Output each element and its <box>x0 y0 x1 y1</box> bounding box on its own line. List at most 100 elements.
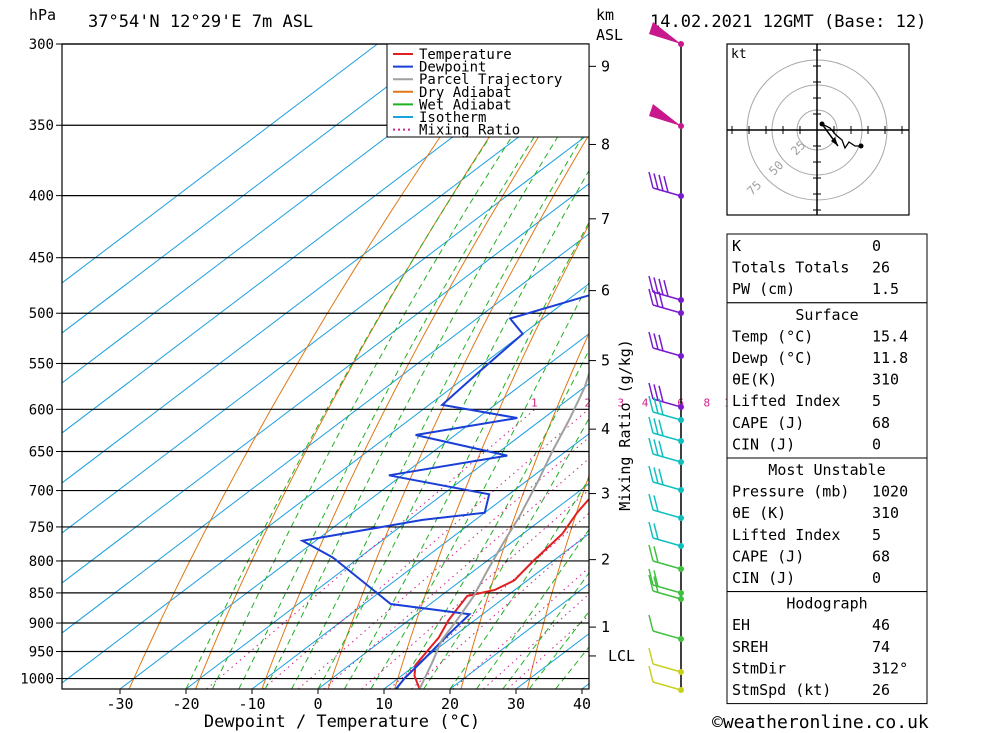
table-row-label: CAPE (J) <box>732 414 804 432</box>
mixing-ratio-axis-title: Mixing Ratio (g/kg) <box>616 339 634 511</box>
table-row-value: 68 <box>872 414 890 432</box>
table-row-label: Dewp (°C) <box>732 349 813 367</box>
mixing-ratio-label: 8 <box>704 396 711 409</box>
pressure-tick-label: 600 <box>29 402 54 418</box>
wind-barb <box>648 382 684 410</box>
wind-barb-shaft <box>652 630 682 640</box>
wind-barb-feather <box>653 546 659 563</box>
table-row-label: PW (cm) <box>732 280 795 298</box>
table-row-label: StmSpd (kt) <box>732 681 831 699</box>
pressure-tick-label: 650 <box>29 445 54 461</box>
wet-adiabat-line <box>291 125 589 689</box>
wind-barb-feather <box>653 384 659 401</box>
dry-adiabat-line <box>195 44 552 689</box>
isotherm-line <box>62 133 589 534</box>
dry-adiabat-line <box>261 56 589 689</box>
isotherm-line <box>62 183 589 584</box>
station-location: 37°54'N 12°29'E 7m ASL <box>88 12 313 32</box>
wind-barb-shaft <box>652 681 682 691</box>
isotherm-line <box>251 433 589 689</box>
parcel-trajectory-line <box>418 370 589 689</box>
wet-adiabat-line <box>238 50 589 689</box>
background-lines <box>62 44 1000 689</box>
table-row-value: 1020 <box>872 483 908 501</box>
wind-barb <box>648 568 684 596</box>
table-row-label: Totals Totals <box>732 259 849 277</box>
km-tick-label: 9 <box>601 57 610 75</box>
km-tick-label: 7 <box>601 210 610 228</box>
temperature-tick-label: 30 <box>507 695 525 713</box>
asl-axis-label: ASL <box>596 26 623 44</box>
wind-barb <box>648 171 684 199</box>
table-row-value: 11.8 <box>872 349 908 367</box>
isotherm-line <box>62 233 589 634</box>
wind-barb-feather <box>648 574 654 592</box>
hodograph-unit: kt <box>731 47 747 62</box>
temperature-tick-label: 20 <box>441 695 459 713</box>
pressure-tick-label: 400 <box>29 189 54 205</box>
table-row-label: CIN (J) <box>732 569 795 587</box>
wind-barb-feather <box>653 290 659 307</box>
table-row-label: CAPE (J) <box>732 547 804 565</box>
wind-barb-feather <box>653 523 659 540</box>
pressure-tick-label: 900 <box>29 616 54 632</box>
km-tick-label: LCL <box>608 647 635 665</box>
table-row-value: 5 <box>872 526 881 544</box>
wind-barb-feather <box>658 419 664 436</box>
wind-barb-feather <box>648 331 654 349</box>
table-row-value: 68 <box>872 547 890 565</box>
table-row-label: Lifted Index <box>732 526 840 544</box>
isotherm-line <box>119 333 589 689</box>
wind-barb-feather <box>648 647 654 665</box>
wind-barb-feather <box>648 614 654 632</box>
wind-barb-feather <box>658 174 664 191</box>
table-row-label: θE (K) <box>732 504 786 522</box>
mixing-ratio-label: 2 <box>585 396 592 409</box>
wind-barb-feather <box>648 544 654 562</box>
wind-barb-feather <box>653 439 659 456</box>
wind-barb-feather <box>648 171 654 189</box>
wind-barb-feather <box>653 495 659 512</box>
legend-entry: Dry Adiabat <box>419 85 512 101</box>
table-row-value: 0 <box>872 237 881 255</box>
mixing-ratio-label: 4 <box>642 396 649 409</box>
wind-barb-feather <box>658 468 664 485</box>
wet-adiabat-line <box>370 281 589 689</box>
table-row-label: K <box>732 237 741 255</box>
wind-barb <box>648 275 684 303</box>
table-row-value: 0 <box>872 435 881 453</box>
pressure-tick-label: 500 <box>29 306 54 322</box>
dry-adiabat-line <box>460 332 589 689</box>
table-row-value: 26 <box>872 681 890 699</box>
isotherm-line <box>62 44 444 334</box>
pressure-tick-label: 350 <box>29 118 54 134</box>
table-row-label: CIN (J) <box>732 435 795 453</box>
wind-barb-feather <box>653 333 659 350</box>
table-row-value: 74 <box>872 638 890 656</box>
wind-barb-feather <box>653 467 659 484</box>
wind-barb <box>648 647 684 675</box>
table-row-value: 312° <box>872 659 908 677</box>
wind-barb-feather <box>653 397 659 414</box>
table-row-label: Temp (°C) <box>732 327 813 345</box>
km-tick-label: 5 <box>601 352 610 370</box>
pressure-tick-label: 700 <box>29 484 54 500</box>
wind-barb-feather <box>658 291 664 308</box>
table-row-value: 310 <box>872 371 899 389</box>
mixing-ratio-label: 1 <box>531 396 538 409</box>
mixing-ratio-line <box>206 408 536 689</box>
wet-adiabat-line <box>185 93 519 689</box>
indices-table: K 0 Totals Totals 26 PW (cm) 1.5 Surface Temp (… <box>726 233 928 705</box>
wind-barb <box>648 493 684 521</box>
wind-barb <box>648 614 684 642</box>
isotherm-line <box>62 83 589 484</box>
hpa-axis-label: hPa <box>29 6 56 24</box>
dry-adiabat-line <box>992 44 1000 689</box>
table-row-value: 46 <box>872 616 890 634</box>
wind-barb-feather <box>648 288 654 306</box>
wind-barb <box>648 465 684 493</box>
pressure-tick-label: 450 <box>29 251 54 267</box>
wind-barb <box>648 437 684 465</box>
